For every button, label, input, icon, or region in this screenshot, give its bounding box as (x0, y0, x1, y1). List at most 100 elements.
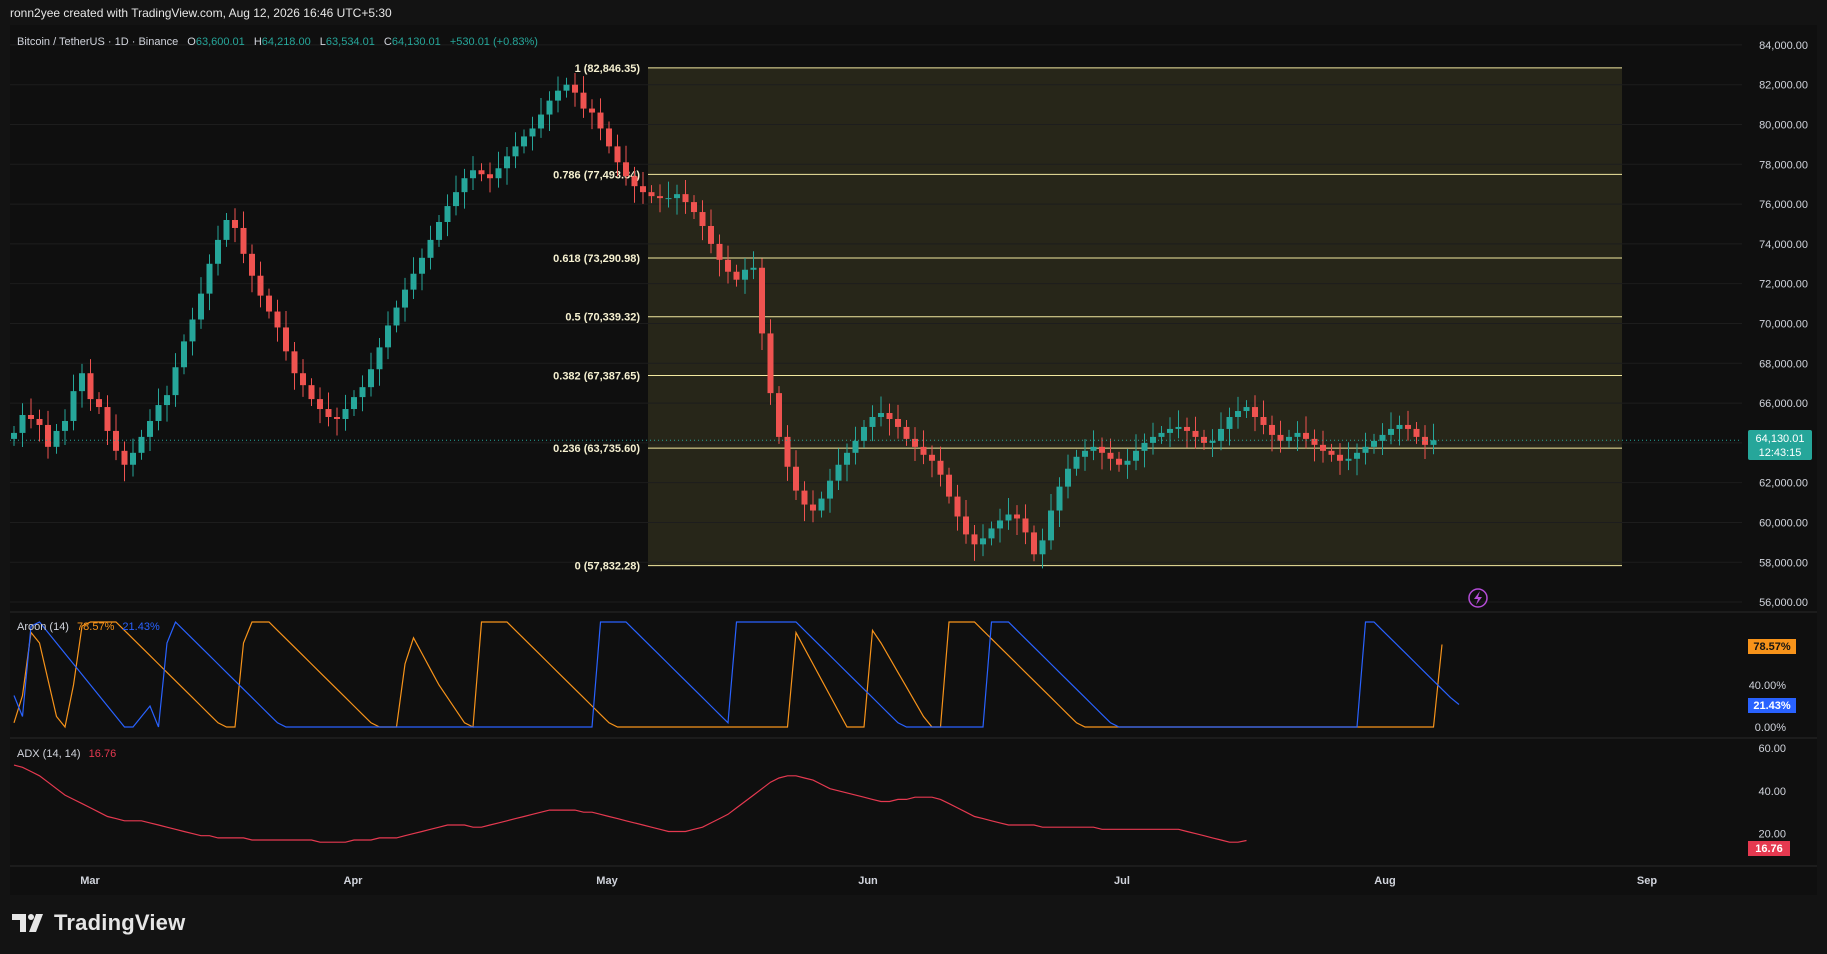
low-label: L (320, 36, 326, 48)
change-value: +530.01 (+0.83%) (450, 36, 538, 48)
candle-body (1371, 440, 1377, 447)
candle-body (87, 373, 94, 400)
candle-body (189, 319, 196, 342)
fib-level-label: 0.5 (70,339.32) (565, 312, 640, 324)
candle-body (572, 84, 578, 93)
adx-badge (1748, 841, 1790, 856)
candle-body (300, 373, 306, 386)
candle-body (385, 325, 391, 348)
aroon-up-badge (1748, 639, 1796, 654)
brand-name: TradingView (54, 910, 186, 935)
candle-body (257, 275, 264, 296)
tradingview-logo[interactable]: TradingView (12, 910, 185, 936)
candle-body (852, 440, 859, 453)
candle-body (1056, 486, 1063, 511)
candle-body (1328, 450, 1335, 455)
candle-body (784, 436, 791, 467)
candle-body (478, 170, 485, 175)
candle-body (1048, 510, 1054, 541)
candle-body (410, 273, 417, 290)
candle-body (308, 385, 315, 400)
high-value: 64,218.00 (262, 36, 311, 48)
candle-body (1396, 424, 1403, 429)
candle-body (28, 415, 34, 419)
candle-body (878, 413, 884, 417)
candle-body (325, 409, 332, 417)
candle-body (504, 156, 510, 169)
candle-body (368, 369, 374, 388)
candle-body (555, 90, 561, 101)
candle-body (1252, 407, 1258, 417)
candle-body (393, 307, 400, 326)
candle-body (334, 416, 340, 419)
adx-legend-value: 16.76 (89, 748, 117, 760)
candle-body (453, 192, 459, 207)
price-tick-label: 74,000.00 (1759, 239, 1808, 251)
candle-body (130, 452, 136, 465)
candle-body (1286, 436, 1292, 441)
candle-body (113, 430, 119, 451)
candle-body (79, 373, 85, 392)
price-tick-label: 62,000.00 (1759, 478, 1808, 490)
candle-body (1209, 440, 1216, 443)
candle-body (1031, 532, 1037, 555)
candle-body (1158, 432, 1165, 437)
candle-body (70, 391, 77, 421)
candle-body (19, 415, 26, 433)
candle-body (1141, 442, 1148, 451)
candle-body (1022, 518, 1029, 533)
candle-body (1337, 454, 1343, 461)
candle-body (980, 538, 986, 545)
candle-body (997, 520, 1003, 529)
candle-body (232, 220, 238, 228)
candle-body (1362, 446, 1369, 453)
candle-body (648, 192, 655, 197)
candle-body (1243, 407, 1250, 412)
lightning-icon[interactable] (1468, 588, 1488, 608)
candle-body (1133, 450, 1139, 461)
candle-body (682, 194, 689, 203)
candle-body (1005, 514, 1012, 521)
candle-body (614, 146, 621, 163)
candle-body (1184, 426, 1190, 431)
candle-body (606, 128, 612, 147)
candle-body (1311, 438, 1318, 445)
candle-body (359, 387, 366, 398)
candle-body (946, 474, 952, 497)
candle-body (597, 112, 604, 129)
aroon-down-badge-text: 21.43% (1753, 700, 1791, 712)
candle-body (1260, 416, 1267, 425)
candle-body (929, 454, 935, 461)
candle-body (1116, 458, 1122, 465)
candle-body (495, 168, 502, 179)
adx-legend[interactable]: ADX (14, 14) 16.76 (17, 748, 116, 760)
adx-tick-label: 60.00 (1758, 743, 1786, 755)
candle-body (104, 407, 111, 431)
candle-body (963, 516, 969, 535)
aroon-legend[interactable]: Aroon (14) 78.57% 21.43% (17, 621, 160, 633)
candle-body (1294, 432, 1301, 437)
price-tick-label: 76,000.00 (1759, 199, 1808, 211)
candle-body (1201, 436, 1207, 443)
candle-body (376, 347, 383, 370)
candle-body (716, 243, 723, 260)
symbol-legend[interactable]: Bitcoin / TetherUS · 1D · Binance O63,60… (17, 36, 538, 48)
candle-body (1413, 428, 1420, 437)
candle-body (623, 162, 629, 177)
candle-body (291, 351, 298, 374)
candle-body (546, 100, 553, 115)
candle-body (589, 108, 595, 113)
candle-body (1277, 434, 1284, 441)
price-tick-label: 72,000.00 (1759, 279, 1808, 291)
price-tick-label: 84,000.00 (1759, 40, 1808, 52)
adx-tick-label: 40.00 (1758, 786, 1786, 798)
time-axis-label: Jul (1114, 875, 1130, 887)
price-tick-label: 66,000.00 (1759, 398, 1808, 410)
candle-body (147, 420, 153, 437)
open-label: O (187, 36, 196, 48)
candle-body (1192, 430, 1199, 437)
candle-body (1065, 468, 1071, 487)
last-price-value: 64,130.01 (1756, 433, 1805, 445)
price-tick-label: 82,000.00 (1759, 80, 1808, 92)
